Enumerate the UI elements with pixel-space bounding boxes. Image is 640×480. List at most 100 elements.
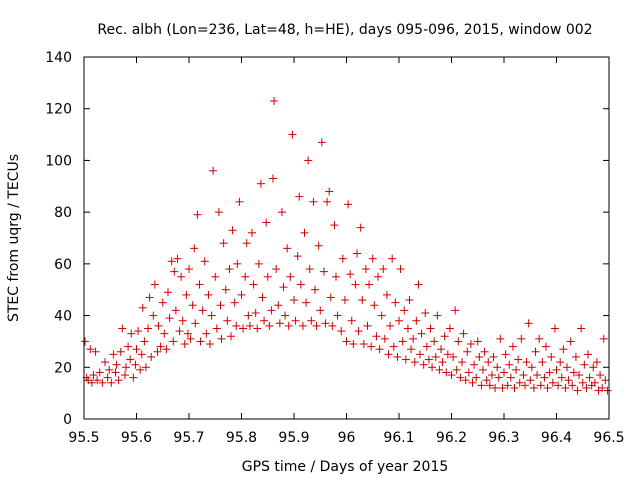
data-point (275, 319, 284, 328)
data-point (494, 373, 503, 382)
data-point (501, 350, 510, 359)
x-tick-label: 95.5 (68, 430, 99, 446)
data-point (314, 241, 323, 250)
data-point (550, 324, 559, 333)
data-point (508, 342, 517, 351)
data-point (164, 288, 172, 297)
data-point (599, 334, 608, 343)
data-point (319, 267, 328, 276)
data-point (368, 254, 377, 263)
data-point (416, 350, 424, 359)
data-point (557, 373, 566, 382)
data-point (122, 363, 130, 372)
data-point (531, 347, 540, 356)
data-point (182, 290, 191, 299)
data-point (463, 347, 472, 356)
data-point (377, 311, 386, 320)
data-point (403, 324, 412, 333)
data-point (363, 321, 372, 330)
data-point (89, 371, 98, 380)
data-point (564, 376, 573, 385)
data-point (284, 321, 293, 330)
data-point (482, 376, 491, 385)
data-point (272, 265, 281, 274)
data-point (156, 342, 165, 351)
data-point (93, 376, 102, 385)
y-tick-label: 40 (54, 309, 72, 325)
data-point (510, 383, 519, 392)
data-point (136, 365, 145, 374)
data-point (401, 355, 410, 364)
x-tick-label: 96.3 (488, 430, 519, 446)
data-point (489, 352, 498, 361)
data-point (374, 272, 382, 281)
data-point (251, 308, 260, 317)
data-point (274, 301, 283, 310)
data-point (409, 334, 418, 343)
data-point (592, 358, 601, 367)
data-point (131, 360, 140, 369)
data-point (321, 319, 330, 328)
data-point (365, 280, 374, 289)
data-point (186, 334, 195, 343)
data-point (230, 298, 239, 307)
data-point (111, 368, 120, 377)
data-point (293, 252, 302, 261)
data-point (145, 293, 154, 302)
data-point (512, 365, 521, 374)
y-tick-label: 100 (45, 153, 72, 169)
data-point (589, 363, 598, 372)
data-point (198, 306, 207, 315)
data-point (206, 340, 214, 349)
data-point (124, 342, 133, 351)
data-point (185, 265, 193, 274)
data-point (477, 381, 486, 390)
data-point (312, 321, 321, 330)
data-point (307, 316, 316, 325)
data-point (129, 373, 138, 382)
data-point (200, 257, 209, 266)
data-point (242, 239, 251, 248)
data-point (305, 265, 314, 274)
data-point (424, 355, 433, 364)
data-point (515, 378, 524, 387)
data-point (216, 301, 225, 310)
data-point (277, 208, 286, 217)
data-point (459, 329, 468, 338)
data-point (347, 316, 356, 325)
data-point (114, 376, 123, 385)
data-point (554, 381, 563, 390)
data-point (296, 280, 305, 289)
data-point (193, 210, 202, 219)
data-point (214, 208, 223, 217)
data-point (568, 381, 577, 390)
data-point (269, 174, 277, 183)
data-point (405, 296, 414, 305)
data-point (498, 383, 507, 392)
data-point (333, 311, 342, 320)
data-point (132, 345, 141, 354)
y-tick-label: 80 (54, 205, 72, 221)
data-point (447, 371, 456, 380)
data-point (140, 337, 149, 346)
data-point (288, 130, 297, 139)
data-point (473, 337, 482, 346)
data-point (582, 383, 591, 392)
data-point (150, 280, 159, 289)
data-point (542, 342, 550, 351)
data-point (149, 311, 158, 320)
data-point (468, 378, 477, 387)
data-point (207, 311, 216, 320)
data-point (398, 337, 407, 346)
data-point (526, 376, 535, 385)
data-point (221, 285, 230, 294)
x-tick-label: 96.1 (383, 430, 414, 446)
data-point (248, 228, 256, 237)
data-point (120, 371, 129, 380)
data-point (134, 327, 143, 336)
data-point (566, 337, 575, 346)
x-tick-label: 95.7 (173, 430, 204, 446)
data-point (412, 316, 421, 325)
data-point (491, 383, 500, 392)
data-point (262, 218, 271, 227)
